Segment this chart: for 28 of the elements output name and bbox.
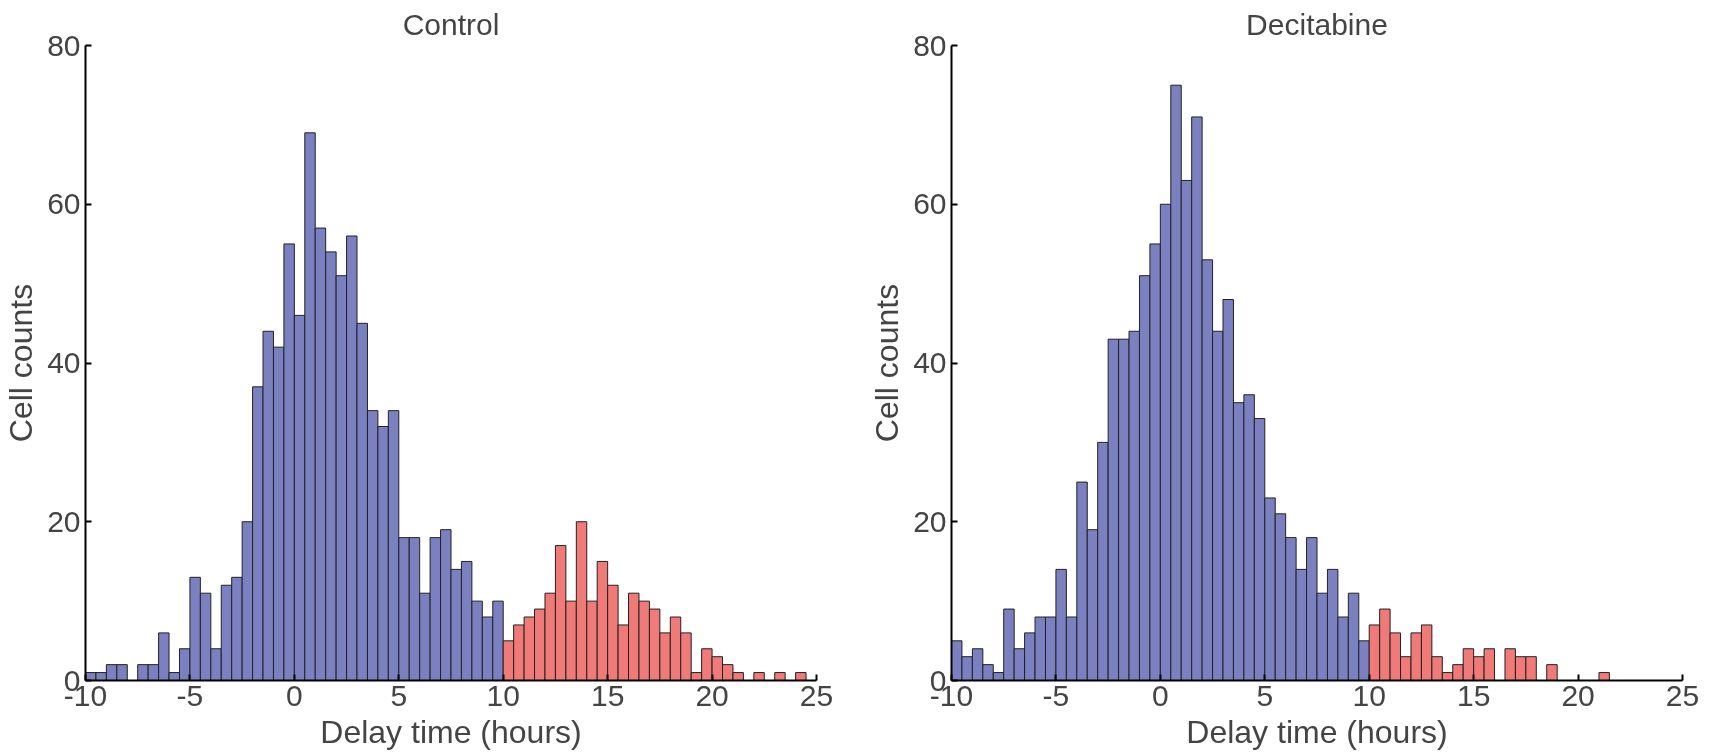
- x-tick-label: 20: [695, 678, 729, 712]
- x-tick-label: 20: [1561, 678, 1595, 712]
- x-axis-title: Delay time (hours): [320, 713, 582, 750]
- x-axis-title: Delay time (hours): [1186, 713, 1448, 750]
- y-tick-label: 80: [913, 28, 947, 62]
- x-tick-label: -5: [1042, 678, 1070, 712]
- y-tick-label: 80: [47, 28, 81, 62]
- y-tick-label: 40: [47, 346, 81, 379]
- y-axis-title: Cell counts: [869, 283, 906, 443]
- x-tick-label: 15: [590, 678, 625, 712]
- y-axis-title: Cell counts: [3, 283, 40, 443]
- y-tick-label: 20: [47, 504, 81, 538]
- y-tick-label: 60: [913, 187, 947, 221]
- y-tick-label: 60: [47, 187, 81, 221]
- x-tick-label: 15: [1456, 678, 1491, 712]
- chart-title: Control: [402, 7, 500, 41]
- x-tick-label: 5: [390, 678, 408, 712]
- chart-title: Decitabine: [1246, 7, 1388, 41]
- x-tick-label: -5: [176, 678, 204, 712]
- x-tick-label: 5: [1256, 678, 1274, 712]
- x-tick-label: 25: [799, 678, 834, 712]
- x-tick-label: 10: [486, 678, 520, 712]
- x-tick-label: 10: [1352, 678, 1386, 712]
- y-tick-label: 20: [913, 504, 947, 538]
- x-tick-label: 25: [1665, 678, 1700, 712]
- x-tick-label: 0: [1152, 678, 1169, 712]
- y-tick-label: 40: [913, 346, 947, 379]
- x-tick-label: 0: [286, 678, 303, 712]
